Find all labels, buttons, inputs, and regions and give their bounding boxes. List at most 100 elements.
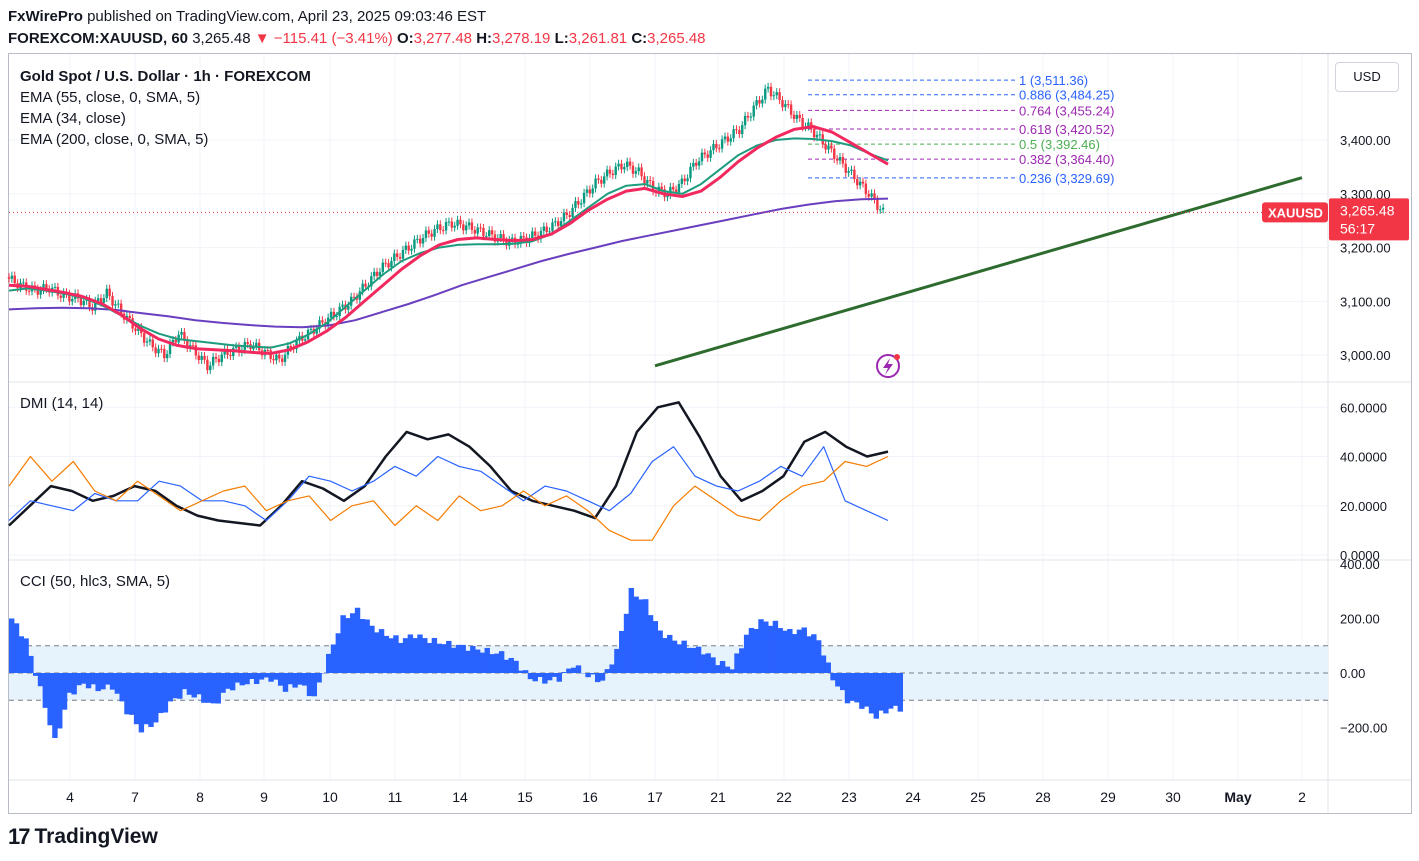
- candle-body: [223, 349, 226, 355]
- legend-cci[interactable]: CCI (50, hlc3, SMA, 5): [20, 573, 171, 590]
- candle-body: [88, 298, 91, 308]
- candle-body: [459, 219, 462, 225]
- cci-bar: [133, 673, 140, 725]
- cci-bar: [273, 673, 279, 680]
- candle-body: [870, 193, 873, 197]
- candle-body: [749, 116, 753, 118]
- candle-body: [775, 92, 778, 96]
- candle-body: [272, 358, 275, 361]
- legend-dmi[interactable]: DMI (14, 14): [20, 395, 104, 412]
- candle-body: [835, 159, 839, 161]
- candle-body: [735, 129, 738, 131]
- candle-body: [568, 214, 571, 217]
- candle-body: [542, 226, 546, 231]
- candle-body: [502, 234, 505, 242]
- cci-bar: [695, 646, 702, 673]
- candle-body: [603, 176, 606, 184]
- candle-body: [321, 320, 324, 323]
- cci-bar: [350, 613, 356, 673]
- time-tick-label: 4: [66, 789, 74, 805]
- cci-bar: [570, 667, 577, 673]
- candle-body: [778, 92, 781, 101]
- candle-body: [413, 239, 416, 249]
- time-tick-label: May: [1224, 789, 1251, 805]
- candle-body: [289, 345, 292, 349]
- candle-body: [119, 303, 123, 314]
- candle-body: [758, 100, 761, 104]
- cci-bar: [638, 599, 644, 673]
- candle-body: [53, 286, 57, 288]
- time-tick-label: 29: [1100, 789, 1116, 805]
- candle-body: [876, 199, 879, 210]
- candle-body: [732, 129, 735, 139]
- cci-bar: [205, 673, 212, 703]
- cci-bar: [249, 673, 255, 679]
- candle-body: [453, 225, 456, 228]
- symbol-badge: [1262, 202, 1328, 223]
- candle-body: [795, 114, 799, 119]
- cci-bar: [585, 673, 591, 678]
- candle-body: [689, 166, 692, 179]
- candle-body: [234, 346, 238, 348]
- lightning-bolt-icon: [883, 358, 893, 375]
- cci-bar: [326, 653, 332, 673]
- currency-button[interactable]: USD: [1335, 62, 1399, 92]
- cci-bar: [13, 623, 20, 673]
- cci-bar: [378, 629, 385, 673]
- price-badge: [1329, 198, 1409, 241]
- candle-body: [611, 173, 615, 176]
- candle-body: [715, 143, 718, 149]
- cci-bar: [455, 644, 462, 673]
- cci-bar: [302, 673, 308, 686]
- cci-bar: [153, 673, 159, 723]
- fib-level-label: 0.236 (3,329.69): [1019, 171, 1114, 186]
- cci-bar: [57, 673, 63, 729]
- cci-bar: [657, 630, 663, 673]
- candle-body: [792, 114, 796, 119]
- ema34-line: [8, 137, 889, 349]
- candle-body: [649, 180, 652, 182]
- candle-body: [677, 183, 681, 193]
- legend-ema55[interactable]: EMA (55, close, 0, SMA, 5): [20, 89, 201, 106]
- cci-bar: [484, 647, 490, 673]
- candle-body: [200, 355, 203, 360]
- cci-bar: [498, 651, 505, 673]
- chart-frame[interactable]: [8, 53, 1412, 814]
- cci-bar: [225, 673, 231, 689]
- candle-body: [436, 224, 439, 230]
- cci-bar: [815, 640, 822, 673]
- candle-body: [847, 171, 850, 173]
- candle-body: [861, 181, 865, 184]
- legend-title[interactable]: Gold Spot / U.S. Dollar · 1h · FOREXCOM: [20, 68, 311, 85]
- candle-body: [473, 230, 477, 234]
- candle-body: [608, 169, 612, 174]
- cci-bar: [892, 673, 899, 706]
- cci-bar: [710, 657, 716, 673]
- legend-ema200[interactable]: EMA (200, close, 0, SMA, 5): [20, 131, 209, 148]
- candle-body: [585, 189, 589, 193]
- cci-bar: [743, 634, 750, 673]
- cci-bar: [777, 628, 783, 673]
- cci-bar: [105, 673, 111, 685]
- candle-body: [444, 222, 448, 231]
- cci-bar: [181, 673, 188, 690]
- candle-body: [96, 298, 100, 301]
- candle-body: [559, 221, 563, 227]
- candle-body: [183, 332, 186, 341]
- cci-bar: [888, 673, 894, 709]
- legend-ema34[interactable]: EMA (34, close): [20, 110, 126, 127]
- cci-bar: [229, 673, 236, 691]
- cci-bar: [873, 673, 879, 719]
- tradingview-logo-icon: 17: [8, 824, 31, 849]
- candle-body: [634, 171, 638, 174]
- candle-body: [752, 105, 755, 117]
- tradingview-logo[interactable]: 17 TradingView: [8, 824, 158, 850]
- candle-body: [798, 114, 801, 118]
- dmi-tick-label: 0.0000: [1340, 548, 1380, 563]
- candle-body: [858, 181, 862, 186]
- candle-body: [154, 347, 157, 354]
- candle-body: [401, 249, 405, 259]
- candle-body: [479, 227, 482, 229]
- fib-level-label: 0.382 (3,364.40): [1019, 152, 1114, 167]
